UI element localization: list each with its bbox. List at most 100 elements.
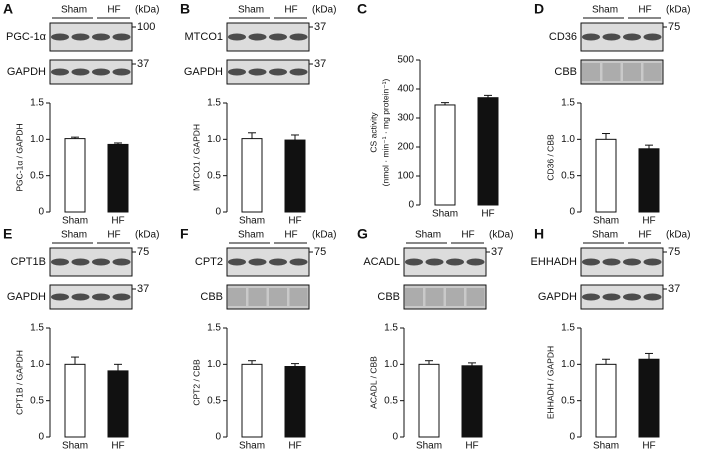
blot-band <box>92 293 110 301</box>
band-label: CD36 <box>549 31 577 43</box>
blot-band <box>112 293 131 301</box>
blot-lane <box>623 63 641 81</box>
y-tick-label: 0.5 <box>207 395 221 406</box>
y-tick-label: 1.0 <box>30 359 44 370</box>
bar <box>64 138 86 213</box>
group-label: Sham <box>592 230 618 241</box>
blot-band <box>92 33 110 41</box>
group-label: Sham <box>415 230 441 241</box>
group-label: HF <box>107 5 120 16</box>
blot-band <box>269 258 287 266</box>
panel: E Sham HF (kDa) CPT1B 75 GAPDH 37 0 0.5 1.0 1.5 CPT1… <box>3 226 159 449</box>
x-tick-label: Sham <box>62 216 88 227</box>
y-tick-label: 1.5 <box>561 323 575 334</box>
bar <box>284 366 306 438</box>
blot-band <box>112 68 131 76</box>
x-tick-label: Sham <box>593 441 619 449</box>
band-label: GAPDH <box>538 291 577 303</box>
blot-band <box>112 258 131 266</box>
unit-label: (kDa) <box>135 5 159 16</box>
blot-band <box>71 293 90 301</box>
blot-band <box>602 258 621 266</box>
x-tick-label: HF <box>642 216 655 227</box>
band-label: EHHADH <box>531 256 578 268</box>
unit-label: (kDa) <box>312 230 336 241</box>
panel: D Sham HF (kDa) CD36 75 CBB 0 0.5 1.0 1.5 CD36 / CB… <box>534 1 690 227</box>
group-label: HF <box>284 230 297 241</box>
y-tick-label: 1.0 <box>30 134 44 145</box>
y-tick-label: 1.0 <box>384 359 398 370</box>
blot-band <box>623 293 641 301</box>
blot-band <box>248 258 267 266</box>
band-label: MTCO1 <box>185 31 224 43</box>
group-label: HF <box>638 230 651 241</box>
blot-lane <box>289 288 308 306</box>
x-tick-label: HF <box>288 441 301 449</box>
bar <box>241 363 263 438</box>
blot-band <box>71 33 90 41</box>
bar <box>107 143 129 213</box>
blot-band <box>51 33 69 41</box>
x-tick-label: Sham <box>593 216 619 227</box>
group-label: Sham <box>592 5 618 16</box>
panel: B Sham HF (kDa) MTCO1 37 GAPDH 37 0 0.5 1.0 1.5 MTCO… <box>180 1 336 227</box>
blot-band <box>71 68 90 76</box>
blot-band <box>623 33 641 41</box>
blot-band <box>643 293 662 301</box>
panel-letter: E <box>3 226 12 242</box>
bar <box>107 370 129 438</box>
blot-band <box>289 258 308 266</box>
y-tick-label: 1.5 <box>561 98 575 109</box>
y-tick-label: 0.5 <box>207 170 221 181</box>
y-axis-label: EHHADH / GAPDH <box>545 346 555 419</box>
blot-band <box>51 293 69 301</box>
blot-band <box>623 258 641 266</box>
y-axis-label: CPT2 / CBB <box>191 359 201 406</box>
y-axis-label: PGC-1α / GAPDH <box>14 123 24 191</box>
x-tick-label: HF <box>288 216 301 227</box>
marker-label: 37 <box>137 58 149 70</box>
band-label: ACADL <box>363 256 400 268</box>
blot-band <box>466 258 485 266</box>
band-label: GAPDH <box>184 66 223 78</box>
y-tick-label: 1.0 <box>207 359 221 370</box>
x-tick-label: HF <box>642 441 655 449</box>
blot-lane <box>466 288 485 306</box>
band-label: GAPDH <box>7 291 46 303</box>
band-label: CBB <box>554 66 577 78</box>
y-tick-label: 100 <box>397 171 414 182</box>
blot-lane <box>248 288 267 306</box>
y-tick-label: 1.5 <box>384 323 398 334</box>
blot-band <box>643 258 662 266</box>
blot-band <box>405 258 423 266</box>
x-tick-label: Sham <box>432 209 458 220</box>
x-tick-label: HF <box>481 209 494 220</box>
blot-lane <box>582 63 600 81</box>
blot-band <box>248 68 267 76</box>
y-tick-label: 0 <box>392 432 398 443</box>
blot-band <box>643 33 662 41</box>
x-tick-label: Sham <box>239 216 265 227</box>
y-tick-label: 0.5 <box>384 395 398 406</box>
unit-label: (kDa) <box>489 230 513 241</box>
unit-label: (kDa) <box>666 230 690 241</box>
blot-band <box>248 33 267 41</box>
x-tick-label: Sham <box>62 441 88 449</box>
blot-lane <box>228 288 246 306</box>
blot-lane <box>602 63 621 81</box>
y-tick-label: 0 <box>569 207 575 218</box>
blot-band <box>289 68 308 76</box>
y-tick-label: 1.0 <box>207 134 221 145</box>
y-tick-label: 0 <box>215 432 221 443</box>
unit-label: (kDa) <box>312 5 336 16</box>
bar <box>418 363 440 438</box>
blot-band <box>425 258 444 266</box>
blot-lane <box>405 288 423 306</box>
group-label: Sham <box>238 5 264 16</box>
y-tick-label: 0.5 <box>561 170 575 181</box>
group-label: HF <box>284 5 297 16</box>
blot-band <box>602 293 621 301</box>
y-tick-label: 0.5 <box>561 395 575 406</box>
